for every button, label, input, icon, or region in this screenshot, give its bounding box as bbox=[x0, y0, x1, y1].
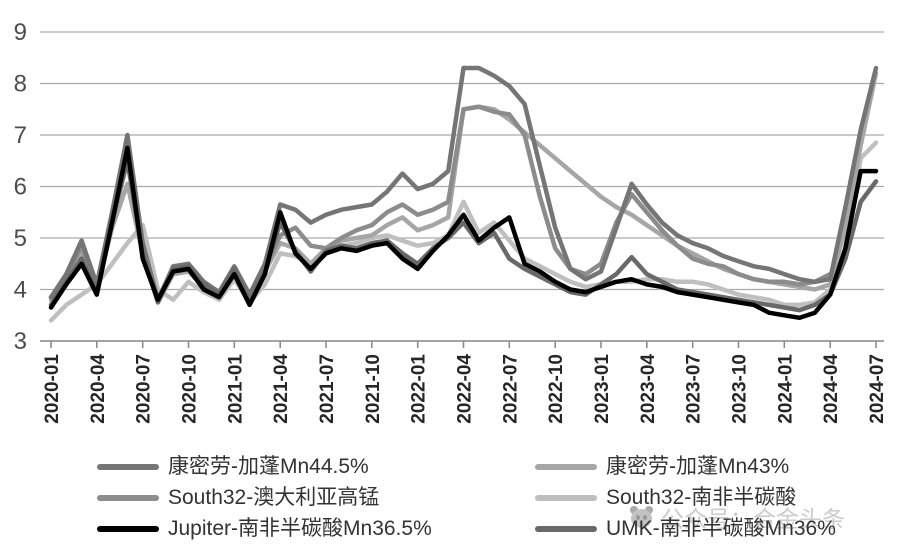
svg-text:2022-01: 2022-01 bbox=[409, 354, 430, 424]
svg-text:2023-07: 2023-07 bbox=[684, 354, 705, 424]
legend-label: 康密劳-加蓬Mn44.5% bbox=[168, 455, 369, 478]
legend-label: South32-南非半碳酸 bbox=[606, 486, 797, 509]
svg-text:5: 5 bbox=[14, 225, 27, 252]
legend-label: 康密劳-加蓬Mn43% bbox=[606, 455, 790, 478]
legend-label: South32-澳大利亚高锰 bbox=[168, 486, 380, 509]
svg-text:4: 4 bbox=[14, 277, 27, 304]
svg-text:2020-10: 2020-10 bbox=[180, 354, 201, 424]
svg-text:3: 3 bbox=[14, 328, 27, 355]
legend-swatch-south32-south-africa bbox=[535, 494, 597, 501]
legend-item-south32-australia: South32-澳大利亚高锰 bbox=[97, 482, 535, 513]
svg-text:2024-01: 2024-01 bbox=[775, 354, 796, 424]
svg-text:2022-04: 2022-04 bbox=[455, 354, 476, 424]
svg-text:2020-07: 2020-07 bbox=[134, 354, 155, 424]
svg-text:2021-01: 2021-01 bbox=[225, 354, 246, 424]
legend-item-jupiter: Jupiter-南非半碳酸Mn36.5% bbox=[97, 513, 535, 544]
svg-text:2021-10: 2021-10 bbox=[363, 354, 384, 424]
svg-text:2021-07: 2021-07 bbox=[317, 354, 338, 424]
svg-text:2022-10: 2022-10 bbox=[546, 354, 567, 424]
svg-text:2024-07: 2024-07 bbox=[867, 354, 888, 424]
svg-text:2023-10: 2023-10 bbox=[730, 354, 751, 424]
chart-legend: 康密劳-加蓬Mn44.5% 康密劳-加蓬Mn43% South32-澳大利亚高锰… bbox=[97, 451, 887, 544]
legend-swatch-umk bbox=[535, 525, 597, 532]
svg-text:7: 7 bbox=[14, 122, 27, 149]
watermark-text: 公众号：合金头条 bbox=[661, 506, 845, 532]
legend-item-umk: UMK-南非半碳酸Mn36% bbox=[535, 513, 887, 544]
plot-area: 3 4 5 6 7 8 9 2020-01 2020-04 2020-07 2020-10 2021-… bbox=[14, 19, 888, 424]
legend-item-south32-south-africa: South32-南非半碳酸 bbox=[535, 482, 887, 513]
svg-text:6: 6 bbox=[14, 174, 27, 201]
svg-text:9: 9 bbox=[14, 19, 27, 46]
watermark-panda-icon bbox=[630, 506, 654, 528]
legend-item-comilog-mn44-5: 康密劳-加蓬Mn44.5% bbox=[97, 451, 535, 482]
legend-swatch-comilog-mn43 bbox=[535, 463, 597, 470]
svg-text:2023-01: 2023-01 bbox=[592, 354, 613, 424]
svg-text:2021-04: 2021-04 bbox=[271, 354, 292, 424]
watermark: 公众号：合金头条 bbox=[630, 500, 845, 534]
legend-swatch-jupiter bbox=[97, 525, 159, 532]
legend-swatch-south32-australia bbox=[97, 494, 159, 501]
svg-text:8: 8 bbox=[14, 71, 27, 98]
legend-label: UMK-南非半碳酸Mn36% bbox=[606, 517, 836, 540]
svg-text:2020-01: 2020-01 bbox=[42, 354, 63, 424]
svg-text:2022-07: 2022-07 bbox=[500, 354, 521, 424]
svg-text:2020-04: 2020-04 bbox=[88, 354, 109, 424]
svg-text:2023-04: 2023-04 bbox=[638, 354, 659, 424]
svg-text:2024-04: 2024-04 bbox=[821, 354, 842, 424]
legend-swatch-comilog-mn44-5 bbox=[97, 463, 159, 470]
legend-label: Jupiter-南非半碳酸Mn36.5% bbox=[168, 517, 432, 540]
legend-item-comilog-mn43: 康密劳-加蓬Mn43% bbox=[535, 451, 887, 482]
